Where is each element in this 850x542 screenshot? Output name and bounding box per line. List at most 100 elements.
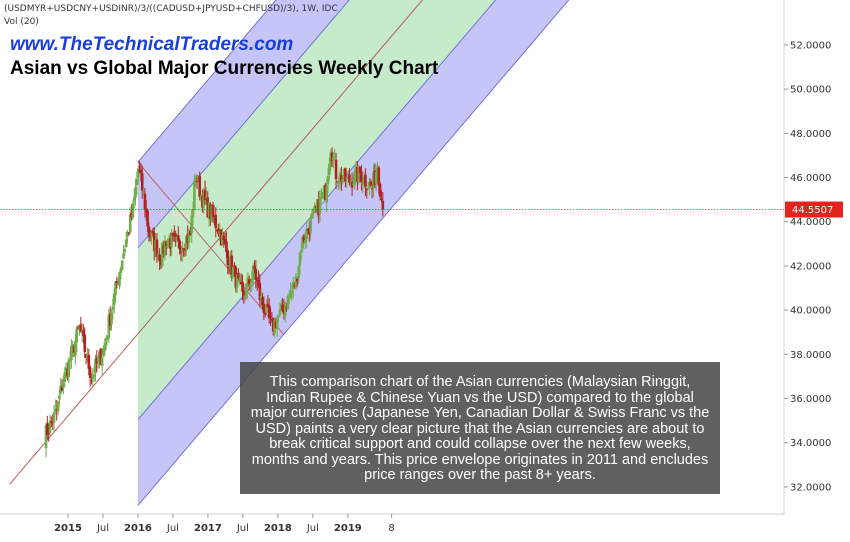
candle-body [209, 204, 212, 220]
x-tick-label: 2018 [264, 523, 292, 534]
candle-body [127, 232, 131, 234]
candle-body [116, 283, 120, 285]
candle-body [295, 278, 299, 282]
x-tick-label: 2019 [334, 523, 362, 534]
y-tick-label: 42.0000 [790, 261, 831, 272]
candle-body [215, 230, 219, 232]
candle-body [320, 197, 323, 199]
candle-body [227, 267, 231, 269]
candle-body [102, 348, 105, 355]
candle-body [154, 239, 157, 251]
candle-body [340, 175, 343, 183]
candle-body [358, 167, 362, 173]
candle-body [99, 348, 103, 365]
x-tick-label: Jul [306, 523, 319, 534]
candle-body [132, 197, 136, 202]
candle-body [146, 210, 149, 227]
candle-body [119, 267, 123, 274]
candle-body [221, 234, 224, 245]
candle-body [362, 176, 366, 185]
candle-body [71, 343, 75, 349]
candle-body [111, 306, 115, 311]
candle-body [74, 340, 77, 356]
candle-body [274, 321, 278, 329]
candle-body [52, 412, 56, 423]
candle-body [98, 351, 101, 360]
candle-body [286, 295, 290, 310]
candle-body [88, 367, 92, 378]
candle-body [241, 281, 244, 292]
channel-line-1 [137, 0, 350, 249]
candle-body [187, 231, 191, 243]
candle-body [130, 212, 133, 218]
candle-body [287, 295, 291, 298]
candle-body [183, 249, 187, 251]
candle-body [174, 233, 177, 237]
candle-body [357, 165, 361, 183]
candle-body [348, 174, 351, 183]
candle-body [63, 372, 67, 383]
candle-body [308, 227, 311, 235]
candle-body [289, 291, 292, 299]
candle-body [247, 278, 251, 285]
candle-body [318, 197, 322, 215]
candle-body [261, 297, 264, 306]
candle-body [214, 214, 218, 228]
candle-body [197, 176, 200, 180]
candle-body [177, 235, 180, 241]
candle-body [246, 277, 250, 286]
candle-body [275, 318, 279, 329]
candle-body [229, 255, 232, 268]
candle-body [298, 252, 302, 266]
y-tick-label: 40.0000 [790, 306, 831, 317]
candle-body [374, 172, 378, 184]
candle-body [114, 281, 117, 296]
candle-body [350, 182, 354, 188]
candle-body [205, 196, 208, 199]
candle-body [223, 239, 227, 244]
candle-body [79, 324, 83, 332]
candle-body [110, 312, 113, 325]
candle-body [360, 171, 363, 183]
candle-body [94, 358, 97, 373]
channel-line-0 [137, 0, 277, 163]
candle-body [326, 175, 330, 185]
candle-body [182, 248, 185, 250]
candle-body [206, 197, 210, 218]
candle-body [305, 228, 308, 240]
candle-body [138, 169, 141, 172]
candle-body [201, 195, 204, 208]
candle-body [255, 280, 259, 282]
candle-body [155, 239, 159, 258]
candle-body [218, 230, 222, 234]
candle-body [126, 231, 129, 237]
candle-body [142, 191, 145, 194]
candle-body [301, 236, 304, 249]
y-tick-label: 52.0000 [790, 40, 831, 51]
candle-body [72, 346, 76, 353]
x-tick-label: Jul [166, 523, 179, 534]
candle-body [226, 250, 230, 266]
candle-body [310, 213, 314, 219]
candle-body [328, 163, 331, 175]
candle-body [314, 206, 318, 208]
candle-body [54, 409, 57, 411]
candle-body [139, 169, 143, 174]
candle-body [143, 193, 147, 210]
candle-body [190, 215, 193, 234]
x-tick-label: 2017 [194, 523, 222, 534]
candle-body [44, 424, 48, 449]
candle-body [238, 279, 242, 281]
candle-body [86, 353, 89, 360]
candle-body [368, 182, 371, 188]
candle-body [207, 202, 211, 219]
candle-body [191, 209, 195, 217]
candle-body [152, 232, 156, 252]
chart-title: Asian vs Global Major Currencies Weekly … [10, 58, 439, 79]
candle-body [225, 241, 228, 252]
y-tick-label: 34.0000 [790, 438, 831, 449]
candle-body [250, 278, 254, 284]
candle-body [285, 307, 288, 309]
candle-body [231, 267, 235, 277]
